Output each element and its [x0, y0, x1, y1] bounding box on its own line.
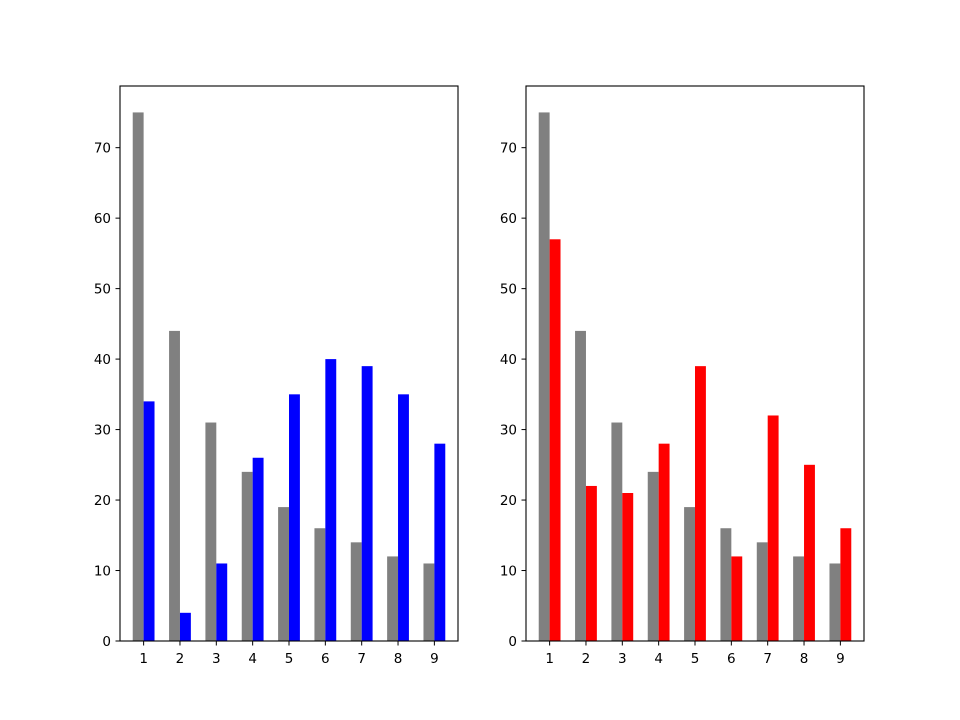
bar-series2-cat-3 — [216, 563, 228, 641]
x-tick-label: 8 — [394, 651, 403, 667]
y-tick-label: 60 — [94, 211, 111, 227]
bar-series2-cat-7 — [767, 415, 779, 641]
y-tick-label: 30 — [94, 423, 111, 439]
x-tick-label: 8 — [800, 651, 809, 667]
bar-series2-cat-4 — [658, 443, 670, 641]
bar-series2-cat-9 — [434, 443, 446, 641]
y-tick-label: 10 — [94, 564, 111, 580]
bar-series2-cat-6 — [731, 556, 743, 641]
y-tick-label: 10 — [500, 564, 517, 580]
bar-series2-cat-7 — [361, 366, 373, 641]
y-tick-label: 30 — [500, 423, 517, 439]
bar-series1-cat-1 — [538, 112, 550, 642]
bar-series1-cat-6 — [314, 528, 326, 641]
y-tick-label: 40 — [500, 352, 517, 368]
x-tick-label: 9 — [430, 651, 439, 667]
y-tick-label: 20 — [94, 493, 111, 509]
bar-series2-cat-6 — [325, 359, 337, 641]
x-tick-label: 2 — [582, 651, 591, 667]
x-tick-label: 2 — [176, 651, 185, 667]
y-tick-label: 50 — [94, 282, 111, 298]
bar-series1-cat-4 — [241, 471, 253, 641]
y-tick-label: 0 — [508, 634, 517, 650]
bar-series2-cat-3 — [622, 493, 634, 641]
bar-series1-cat-5 — [684, 507, 695, 641]
x-tick-label: 6 — [727, 651, 736, 667]
bar-series1-cat-9 — [423, 563, 435, 641]
x-tick-label: 4 — [654, 651, 663, 667]
x-tick-label: 1 — [545, 651, 554, 667]
bar-series1-cat-2 — [169, 330, 180, 641]
bar-series2-cat-1 — [143, 401, 155, 641]
bar-series1-cat-9 — [829, 563, 841, 641]
bar-series2-cat-1 — [549, 239, 561, 642]
bar-series2-cat-5 — [695, 366, 706, 641]
x-tick-label: 7 — [357, 651, 366, 667]
bar-series1-cat-7 — [350, 542, 362, 641]
x-tick-label: 9 — [836, 651, 845, 667]
y-tick-label: 50 — [500, 282, 517, 298]
y-tick-label: 70 — [500, 141, 517, 157]
y-tick-label: 70 — [94, 141, 111, 157]
y-tick-label: 40 — [94, 352, 111, 368]
x-tick-label: 3 — [212, 651, 221, 667]
x-tick-label: 4 — [248, 651, 257, 667]
bar-series1-cat-7 — [756, 542, 768, 641]
x-tick-label: 7 — [763, 651, 772, 667]
y-tick-label: 60 — [500, 211, 517, 227]
x-tick-label: 1 — [139, 651, 148, 667]
bar-series1-cat-3 — [611, 422, 623, 641]
bar-series1-cat-5 — [278, 507, 289, 641]
bar-series1-cat-1 — [132, 112, 144, 642]
bar-series2-cat-8 — [398, 394, 409, 641]
x-tick-label: 6 — [321, 651, 330, 667]
y-tick-label: 0 — [102, 634, 111, 650]
x-tick-label: 5 — [691, 651, 700, 667]
bar-series2-cat-8 — [804, 464, 815, 641]
bar-series2-cat-4 — [252, 457, 264, 641]
bar-series2-cat-5 — [289, 394, 300, 641]
left-chart-panel: 0 10 20 30 40 50 60 70 1 2 3 4 5 6 7 8 9 — [94, 85, 459, 667]
bar-series1-cat-8 — [387, 556, 399, 641]
bar-series1-cat-2 — [575, 330, 586, 641]
x-tick-label: 3 — [618, 651, 627, 667]
bar-series1-cat-3 — [205, 422, 217, 641]
right-chart-panel: 0 10 20 30 40 50 60 70 1 2 3 4 5 6 7 8 9 — [500, 85, 865, 667]
bar-series2-cat-9 — [840, 528, 852, 641]
y-tick-label: 20 — [500, 493, 517, 509]
bar-series2-cat-2 — [179, 612, 191, 641]
bar-series1-cat-8 — [793, 556, 805, 641]
bar-series1-cat-4 — [647, 471, 659, 641]
bar-series1-cat-6 — [720, 528, 732, 641]
x-tick-label: 5 — [285, 651, 294, 667]
bar-series2-cat-2 — [585, 485, 597, 641]
